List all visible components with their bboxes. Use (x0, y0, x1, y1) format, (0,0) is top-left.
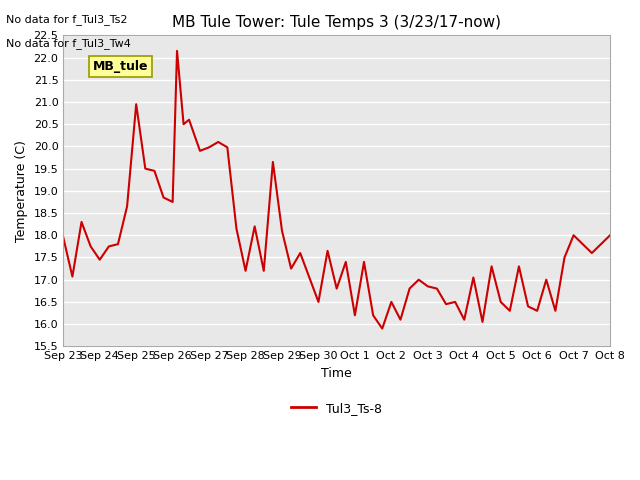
Legend: Tul3_Ts-8: Tul3_Ts-8 (285, 396, 388, 421)
Title: MB Tule Tower: Tule Temps 3 (3/23/17-now): MB Tule Tower: Tule Temps 3 (3/23/17-now… (172, 15, 501, 30)
Y-axis label: Temperature (C): Temperature (C) (15, 140, 28, 242)
X-axis label: Time: Time (321, 367, 352, 380)
Text: No data for f_Tul3_Ts2: No data for f_Tul3_Ts2 (6, 14, 128, 25)
Text: No data for f_Tul3_Tw4: No data for f_Tul3_Tw4 (6, 38, 131, 49)
Text: MB_tule: MB_tule (93, 60, 148, 73)
